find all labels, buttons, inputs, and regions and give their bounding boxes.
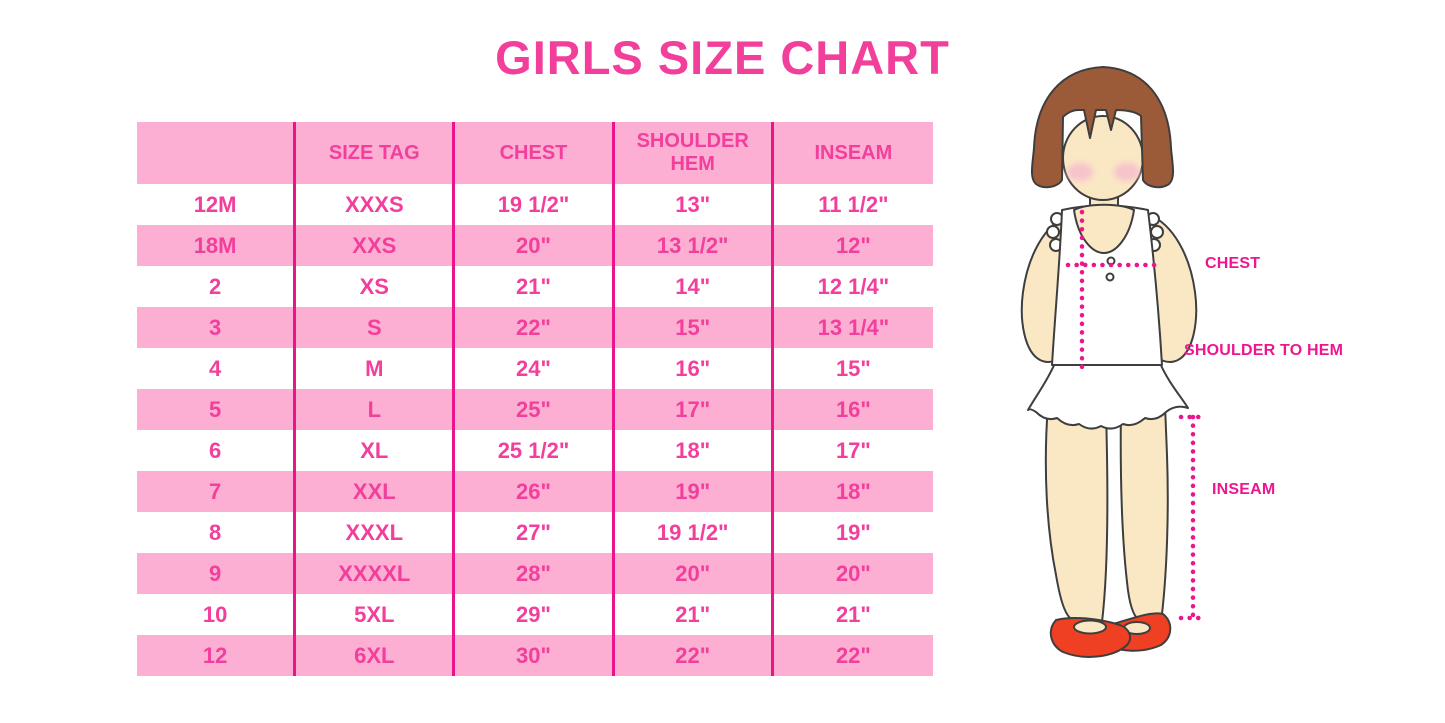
- girl-figure-illustration: [1000, 60, 1445, 680]
- table-cell: L: [296, 389, 456, 430]
- table-cell: 24": [455, 348, 615, 389]
- table-cell: 6XL: [296, 635, 456, 676]
- table-cell: 20": [614, 553, 774, 594]
- cheek-left: [1067, 163, 1093, 181]
- table-header-cell: SHOULDER HEM: [614, 122, 774, 184]
- shoe-left: [1049, 616, 1132, 658]
- table-cell: XS: [296, 266, 456, 307]
- table-header-cell: CHEST: [455, 122, 615, 184]
- table-header-cell: INSEAM: [773, 122, 933, 184]
- table-cell: 6: [137, 430, 297, 471]
- ruffle-right: [1150, 225, 1164, 239]
- table-cell: 7: [137, 471, 297, 512]
- table-cell: 20": [773, 553, 933, 594]
- table-cell: 5: [137, 389, 297, 430]
- table-cell: 4: [137, 348, 297, 389]
- ruffle-left: [1046, 225, 1060, 239]
- table-cell: 5XL: [296, 594, 456, 635]
- face: [1062, 115, 1144, 201]
- table-cell: 21": [773, 594, 933, 635]
- neckline: [1072, 203, 1136, 255]
- leg-left: [1044, 404, 1109, 624]
- page-title: GIRLS SIZE CHART: [495, 31, 950, 84]
- table-cell: XXXS: [296, 184, 456, 225]
- table-cell: 12": [773, 225, 933, 266]
- inseam-label: INSEAM: [1212, 481, 1276, 498]
- table-cell: XL: [296, 430, 456, 471]
- table-cell: 12M: [137, 184, 297, 225]
- table-cell: 9: [137, 553, 297, 594]
- table-header-cell: [137, 122, 297, 184]
- table-cell: XXXXL: [296, 553, 456, 594]
- table-cell: 19": [614, 471, 774, 512]
- table-cell: 16": [614, 348, 774, 389]
- size-chart-table: SIZE TAG CHEST SHOULDER HEM INSEAM 12M XXXS 19…: [137, 122, 933, 676]
- table-cell: 18": [614, 430, 774, 471]
- table-cell: 18": [773, 471, 933, 512]
- table-cell: 11 1/2": [773, 184, 933, 225]
- table-header-cell: SIZE TAG: [296, 122, 456, 184]
- chest-label: CHEST: [1205, 255, 1261, 272]
- table-cell: 3: [137, 307, 297, 348]
- inseam-measure-line: [1178, 414, 1204, 621]
- table-cell: 10: [137, 594, 297, 635]
- table-cell: 8: [137, 512, 297, 553]
- table-cell: 20": [455, 225, 615, 266]
- table-cell: 18M: [137, 225, 297, 266]
- table-cell: 15": [614, 307, 774, 348]
- table-cell: 28": [455, 553, 615, 594]
- table-cell: 25": [455, 389, 615, 430]
- girl-figure-svg: [1020, 66, 1204, 658]
- shoe-left-opening: [1073, 619, 1107, 635]
- hair: [1031, 66, 1174, 189]
- table-cell: 17": [614, 389, 774, 430]
- table-cell: 16": [773, 389, 933, 430]
- table-cell: 29": [455, 594, 615, 635]
- table-cell: 13": [614, 184, 774, 225]
- table-cell: 21": [614, 594, 774, 635]
- table-cell: XXS: [296, 225, 456, 266]
- table-cell: 2: [137, 266, 297, 307]
- table-cell: 22": [614, 635, 774, 676]
- table-cell: 15": [773, 348, 933, 389]
- table-cell: 21": [455, 266, 615, 307]
- table-cell: 12 1/4": [773, 266, 933, 307]
- table-cell: 12: [137, 635, 297, 676]
- table-cell: 19 1/2": [455, 184, 615, 225]
- table-cell: M: [296, 348, 456, 389]
- table-cell: XXXL: [296, 512, 456, 553]
- table-cell: 27": [455, 512, 615, 553]
- cheek-right: [1114, 163, 1140, 181]
- table-cell: 19": [773, 512, 933, 553]
- table-cell: 22": [773, 635, 933, 676]
- leg-right: [1119, 404, 1169, 622]
- table-cell: 19 1/2": [614, 512, 774, 553]
- skirt: [1027, 362, 1189, 430]
- table-cell: 13 1/2": [614, 225, 774, 266]
- table-cell: 13 1/4": [773, 307, 933, 348]
- button: [1105, 272, 1115, 282]
- table-cell: 25 1/2": [455, 430, 615, 471]
- table-cell: 17": [773, 430, 933, 471]
- shoulder-to-hem-label: SHOULDER TO HEM: [1184, 342, 1344, 359]
- table-cell: S: [296, 307, 456, 348]
- table-cell: 26": [455, 471, 615, 512]
- table-cell: 14": [614, 266, 774, 307]
- table-cell: XXL: [296, 471, 456, 512]
- table-cell: 22": [455, 307, 615, 348]
- table-cell: 30": [455, 635, 615, 676]
